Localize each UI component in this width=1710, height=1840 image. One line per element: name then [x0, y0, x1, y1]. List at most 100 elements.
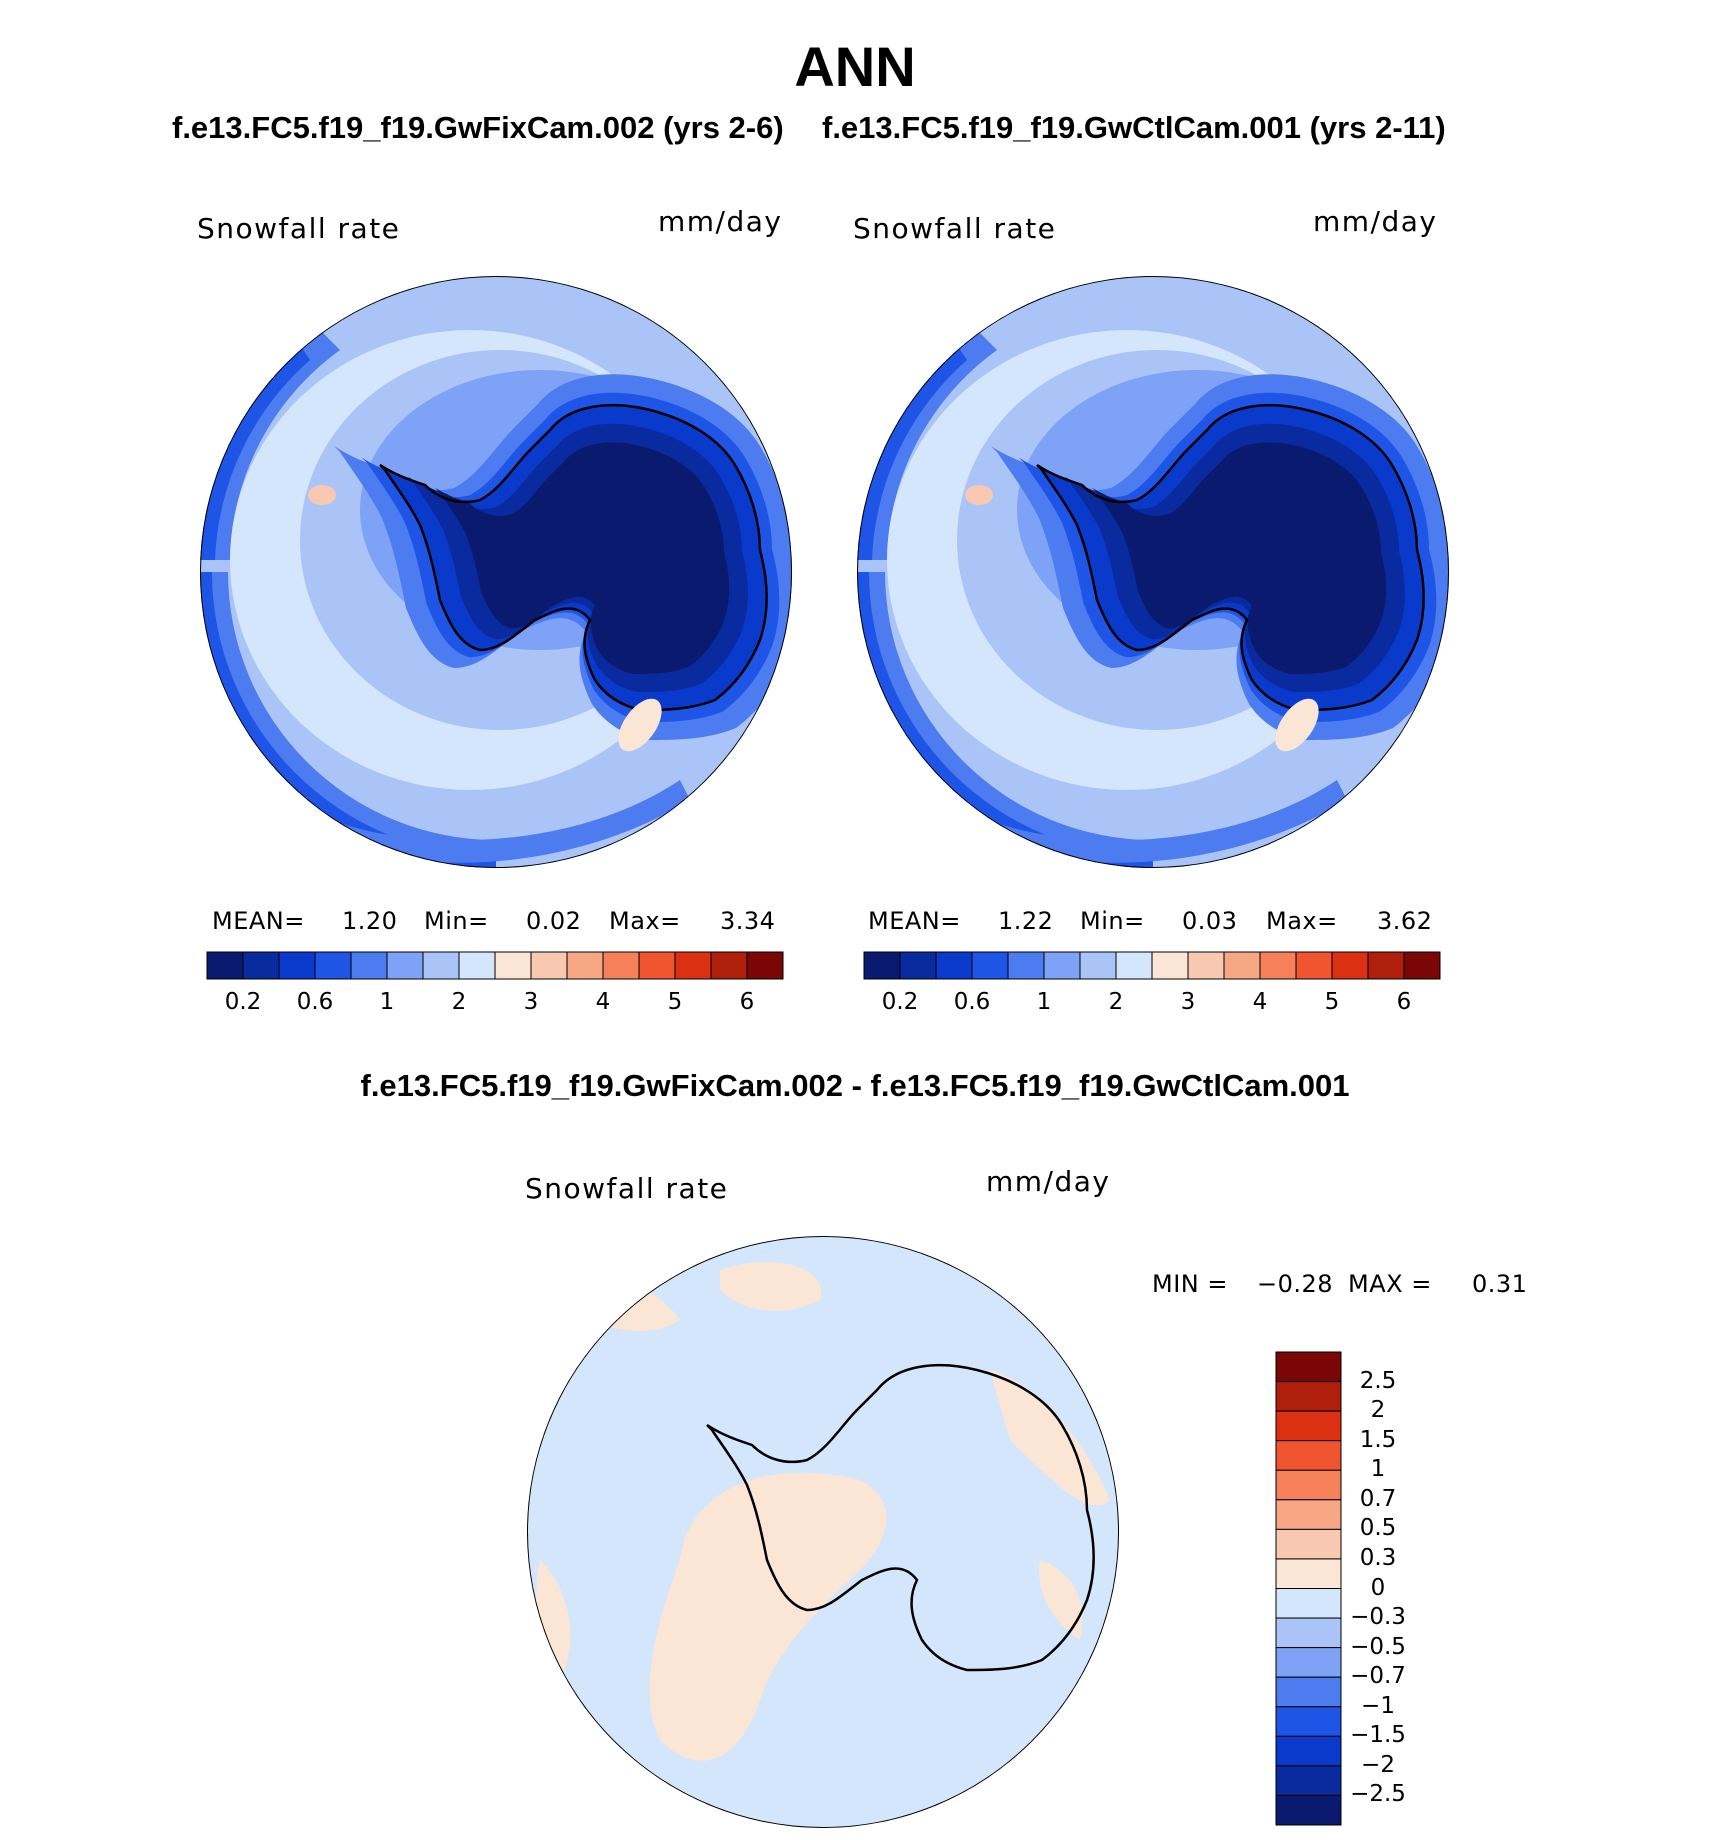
colorbar-tick-label: 0.5 [1359, 1515, 1397, 1542]
colorbar-swatch [530, 951, 568, 980]
colorbar-tick-label: 0.6 [953, 989, 991, 1015]
colorbar-swatch [1275, 1617, 1342, 1649]
colorbar-swatch [1187, 951, 1225, 980]
panel2-mean-label: MEAN= [868, 907, 961, 935]
diff-min-value: −0.28 [1257, 1270, 1334, 1298]
panel1-variable-label: Snowfall rate [197, 212, 401, 245]
colorbar-tick-label: 5 [1324, 989, 1340, 1015]
colorbar-swatch [1043, 951, 1081, 980]
colorbar-swatch [1295, 951, 1333, 980]
diff-units-label: mm/day [986, 1165, 1111, 1198]
colorbar-swatch [242, 951, 280, 980]
panel1-units-label: mm/day [658, 205, 783, 238]
panel1-mean-label: MEAN= [212, 907, 305, 935]
colorbar-tick-label: −2 [1361, 1751, 1395, 1778]
colorbar-swatch [1259, 951, 1297, 980]
colorbar-tick-label: 0.2 [224, 989, 262, 1015]
colorbar-swatch [1115, 951, 1153, 980]
colorbar-tick-label: −0.3 [1350, 1604, 1406, 1631]
colorbar-swatch [1275, 1499, 1342, 1530]
colorbar-swatch [1275, 1558, 1342, 1589]
colorbar-swatch [1275, 1410, 1342, 1442]
colorbar-panel2 [863, 951, 1441, 980]
colorbar-swatch [674, 951, 712, 980]
colorbar-swatch [1367, 951, 1405, 980]
panel1-max-value: 3.34 [720, 907, 776, 935]
colorbar-swatch [1331, 951, 1369, 980]
colorbar-swatch [1275, 1381, 1342, 1412]
panel2-units-label: mm/day [1313, 205, 1438, 238]
panel1-min-label: Min= [424, 907, 489, 935]
colorbar-swatch [1275, 1735, 1342, 1767]
panel2-min-value: 0.03 [1182, 907, 1238, 935]
panel2-max-label: Max= [1266, 907, 1338, 935]
colorbar-swatch [971, 951, 1009, 980]
colorbar-tick-label: 2 [1108, 989, 1124, 1015]
colorbar-tick-label: −1.5 [1350, 1722, 1406, 1749]
colorbar-tick-label: 3 [523, 989, 539, 1015]
panel1-min-value: 0.02 [526, 907, 582, 935]
colorbar-tick-label: 2.5 [1359, 1367, 1397, 1394]
colorbar-swatch [899, 951, 937, 980]
colorbar-tick-label: 0.7 [1359, 1485, 1397, 1512]
diff-variable-label: Snowfall rate [525, 1172, 729, 1205]
case2-title: f.e13.FC5.f19_f19.GwCtlCam.001 (yrs 2-11… [822, 110, 1446, 145]
page-title: ANN [794, 35, 916, 98]
colorbar-swatch [1275, 1469, 1342, 1501]
colorbar-tick-label: 6 [739, 989, 755, 1015]
colorbar-swatch [1275, 1706, 1342, 1737]
panel2-max-value: 3.62 [1377, 907, 1433, 935]
diff-title: f.e13.FC5.f19_f19.GwFixCam.002 - f.e13.F… [360, 1068, 1350, 1103]
colorbar-tick-label: 0.6 [296, 989, 334, 1015]
colorbar-swatch [314, 951, 352, 980]
colorbar-tick-label: 2 [1370, 1397, 1386, 1424]
colorbar-tick-label: −1 [1361, 1692, 1395, 1719]
map-panel2 [857, 276, 1449, 868]
panel1-mean-value: 1.20 [342, 907, 398, 935]
colorbar-swatch [602, 951, 640, 980]
case1-title: f.e13.FC5.f19_f19.GwFixCam.002 (yrs 2-6) [172, 110, 784, 145]
colorbar-swatch [1223, 951, 1261, 980]
colorbar-panel1 [206, 951, 784, 980]
colorbar-tick-label: 0.3 [1359, 1544, 1397, 1571]
colorbar-swatch [1275, 1351, 1342, 1383]
panel2-min-label: Min= [1080, 907, 1145, 935]
colorbar-swatch [494, 951, 532, 980]
colorbar-swatch [863, 951, 901, 980]
colorbar-swatch [1403, 951, 1441, 980]
colorbar-swatch [746, 951, 784, 980]
colorbar-tick-label: −0.5 [1350, 1633, 1406, 1660]
colorbar-swatch [1275, 1440, 1342, 1471]
panel1-max-label: Max= [609, 907, 681, 935]
colorbar-tick-label: 4 [1252, 989, 1268, 1015]
colorbar-swatch [1151, 951, 1189, 980]
colorbar-tick-label: 3 [1180, 989, 1196, 1015]
colorbar-swatch [1007, 951, 1045, 980]
colorbar-swatch [206, 951, 244, 980]
panel2-mean-value: 1.22 [998, 907, 1054, 935]
colorbar-swatch [458, 951, 496, 980]
colorbar-swatch [566, 951, 604, 980]
colorbar-swatch [386, 951, 424, 980]
colorbar-tick-label: 1 [379, 989, 395, 1015]
map-panel1 [200, 276, 792, 868]
colorbar-swatch [422, 951, 460, 980]
colorbar-tick-label: 6 [1396, 989, 1412, 1015]
colorbar-diff [1275, 1351, 1342, 1826]
diff-min-label: MIN = [1152, 1270, 1228, 1298]
diff-max-value: 0.31 [1472, 1270, 1528, 1298]
colorbar-tick-label: 2 [451, 989, 467, 1015]
colorbar-swatch [638, 951, 676, 980]
colorbar-tick-label: 1 [1370, 1456, 1386, 1483]
colorbar-swatch [1275, 1588, 1342, 1619]
colorbar-swatch [1275, 1676, 1342, 1708]
colorbar-tick-label: 0.2 [881, 989, 919, 1015]
colorbar-swatch [1275, 1794, 1342, 1826]
diff-max-label: MAX = [1348, 1270, 1432, 1298]
colorbar-swatch [1079, 951, 1117, 980]
colorbar-swatch [1275, 1528, 1342, 1560]
colorbar-tick-label: −2.5 [1350, 1781, 1406, 1808]
colorbar-swatch [1275, 1765, 1342, 1796]
colorbar-tick-label: 5 [667, 989, 683, 1015]
